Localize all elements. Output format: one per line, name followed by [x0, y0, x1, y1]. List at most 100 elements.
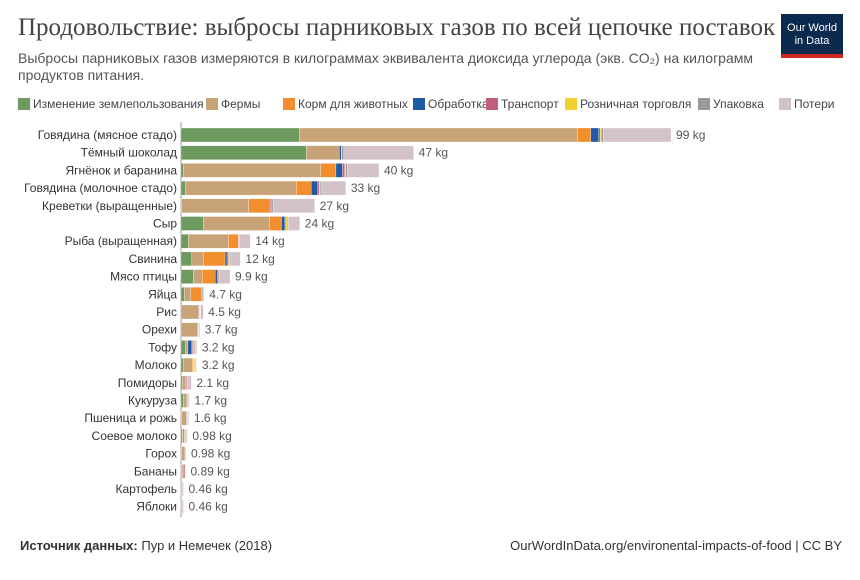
legend-item[interactable]: Изменение землепользования [18, 97, 204, 111]
bar-segment[interactable] [180, 304, 199, 320]
bar-segment[interactable] [320, 163, 337, 178]
bar-segment[interactable] [577, 127, 592, 143]
legend-item[interactable]: Обработка [413, 97, 489, 111]
bar-segment[interactable] [228, 251, 231, 267]
bar-segment[interactable] [187, 340, 193, 355]
bar-segment[interactable] [182, 481, 184, 497]
legend-item[interactable]: Корм для животных [283, 97, 408, 111]
total-label: 9.9 kg [235, 270, 268, 284]
bar-segment[interactable] [183, 163, 321, 178]
bar-segment[interactable] [272, 198, 315, 213]
bar-segment[interactable] [180, 163, 184, 178]
bar-segment[interactable] [183, 357, 193, 373]
bar-segment[interactable] [194, 357, 197, 373]
bar-segment[interactable] [190, 287, 202, 302]
bar-segment[interactable] [598, 127, 601, 143]
bar-segment[interactable] [224, 251, 228, 267]
bar-segment[interactable] [180, 340, 186, 355]
bar-segment[interactable] [184, 428, 187, 444]
bar-segment[interactable] [192, 340, 195, 355]
bar-segment[interactable] [335, 163, 343, 178]
bar-segment[interactable] [203, 216, 270, 231]
bar-segment[interactable] [187, 411, 190, 426]
bar-segment[interactable] [248, 198, 271, 213]
legend-swatch [779, 98, 791, 110]
total-label: 3.2 kg [202, 340, 235, 354]
bar-segment[interactable] [180, 393, 184, 408]
bar-segment[interactable] [182, 499, 184, 514]
bar-segment[interactable] [180, 287, 185, 302]
bar-segment[interactable] [185, 180, 297, 196]
bar-segment[interactable] [281, 216, 286, 231]
bar-segment[interactable] [180, 234, 189, 249]
bar-segment[interactable] [343, 145, 414, 160]
bar-segment[interactable] [339, 145, 342, 160]
bar-segment[interactable] [193, 269, 203, 284]
bar-segment[interactable] [183, 464, 186, 479]
bar-segment[interactable] [181, 464, 184, 479]
bar-segment[interactable] [230, 251, 241, 267]
bar-segment[interactable] [200, 304, 204, 320]
bar-segment[interactable] [603, 127, 672, 143]
bar-segment[interactable] [184, 287, 192, 302]
bar-segment[interactable] [180, 428, 183, 444]
bar-segment[interactable] [216, 269, 219, 284]
owid-logo[interactable]: Our World in Data [781, 14, 843, 58]
bar-segment[interactable] [311, 180, 318, 196]
bar-segment[interactable] [203, 251, 226, 267]
bar-segment[interactable] [180, 357, 184, 373]
bar-segment[interactable] [180, 322, 198, 337]
bar-segment[interactable] [319, 180, 322, 196]
legend-item[interactable]: Транспорт [486, 97, 559, 111]
bar-segment[interactable] [180, 375, 183, 390]
bar-segment[interactable] [180, 216, 204, 231]
bar-segment[interactable] [239, 234, 251, 249]
bar-segment[interactable] [188, 393, 190, 408]
bar-segment[interactable] [182, 375, 187, 390]
bar-segment[interactable] [187, 375, 192, 390]
bar-segment[interactable] [191, 251, 204, 267]
bar-segment[interactable] [345, 163, 348, 178]
bar-segment[interactable] [590, 127, 599, 143]
bar-segment[interactable] [181, 411, 186, 426]
bar-segment[interactable] [288, 216, 300, 231]
legend-item[interactable]: Упаковка [698, 97, 764, 111]
bar-segment[interactable] [296, 180, 312, 196]
legend-label: Корм для животных [298, 97, 408, 111]
bar-segment[interactable] [186, 428, 188, 444]
bar-segment[interactable] [341, 145, 345, 160]
bar-segment[interactable] [347, 163, 380, 178]
bar-segment[interactable] [188, 234, 229, 249]
bar-segment[interactable] [185, 340, 189, 355]
bar-segment[interactable] [181, 446, 186, 461]
bar-segment[interactable] [285, 216, 288, 231]
bar-segment[interactable] [601, 127, 604, 143]
footer-url[interactable]: OurWordInData.org/environental-impacts-o… [510, 538, 842, 553]
bar-segment[interactable] [321, 180, 346, 196]
bar-segment[interactable] [180, 145, 307, 160]
bar-segment[interactable] [299, 127, 578, 143]
bar-segment[interactable] [195, 340, 197, 355]
bar-segment[interactable] [183, 393, 188, 408]
bar-segment[interactable] [203, 287, 205, 302]
bar-segment[interactable] [269, 216, 282, 231]
bar-segment[interactable] [270, 198, 274, 213]
bar-segment[interactable] [180, 127, 300, 143]
legend-item[interactable]: Розничная торговля [565, 97, 691, 111]
bar-segment[interactable] [228, 234, 239, 249]
legend-item[interactable]: Потери [779, 97, 834, 111]
bar-segment[interactable] [198, 322, 200, 337]
bar-segment[interactable] [180, 251, 193, 267]
legend-item[interactable]: Фермы [206, 97, 260, 111]
bar-segment[interactable] [220, 269, 231, 284]
bar-segment[interactable] [306, 145, 340, 160]
bar-segment[interactable] [202, 269, 216, 284]
bar-segment[interactable] [180, 180, 186, 196]
bar-segment[interactable] [226, 251, 229, 267]
bar-segment[interactable] [181, 198, 249, 213]
bar-segment[interactable] [317, 180, 320, 196]
bar-segment[interactable] [215, 269, 218, 284]
bar-segment[interactable] [342, 163, 345, 178]
bar-segment[interactable] [180, 269, 194, 284]
total-label: 99 kg [676, 128, 705, 142]
